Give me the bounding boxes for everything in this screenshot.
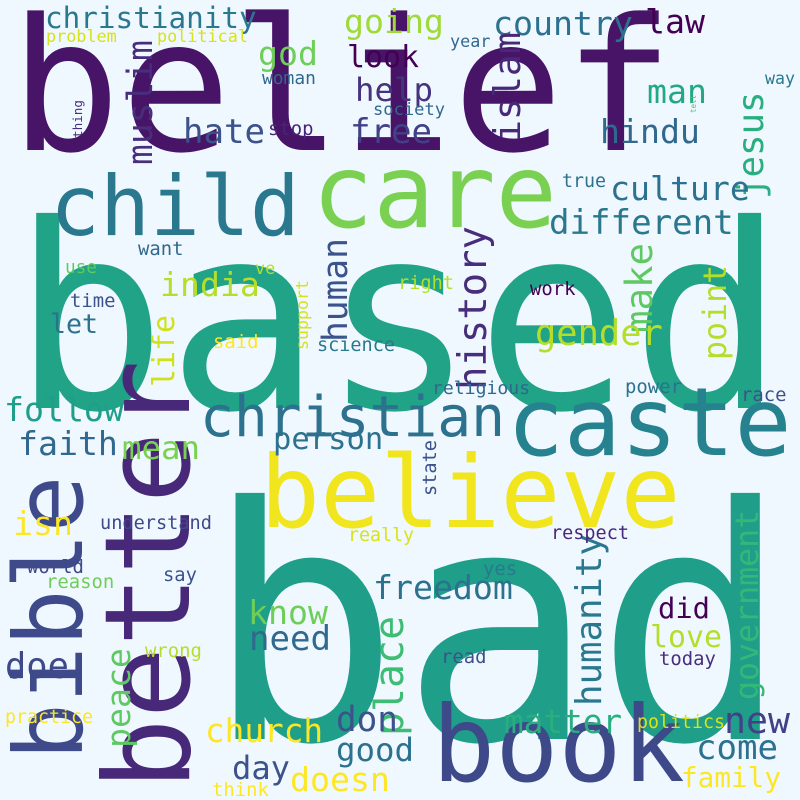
cloud-word-respect: respect xyxy=(551,522,629,544)
cloud-word-humanity: humanity xyxy=(569,534,611,706)
cloud-word-caste: caste xyxy=(507,367,792,478)
cloud-word-know: know xyxy=(248,593,328,633)
cloud-word-way: way xyxy=(765,68,795,88)
cloud-word-political: political xyxy=(157,25,248,46)
cloud-word-faith: faith xyxy=(18,424,118,464)
cloud-word-day: day xyxy=(232,748,290,787)
cloud-word-right: right xyxy=(398,272,454,294)
cloud-word-doe: doe xyxy=(5,646,69,688)
cloud-word-want: want xyxy=(138,237,184,260)
cloud-word-look: look xyxy=(347,40,419,76)
cloud-word-family: family xyxy=(681,761,782,795)
cloud-word-believe: believe xyxy=(260,433,681,551)
cloud-word-history: history xyxy=(450,226,496,390)
cloud-word-muslim: muslim xyxy=(120,40,161,165)
cloud-word-mean: mean xyxy=(122,428,201,467)
cloud-word-true: true xyxy=(562,170,607,192)
cloud-word-come: come xyxy=(696,727,779,768)
cloud-word-gender: gender xyxy=(535,313,663,355)
cloud-word-religious: religious xyxy=(432,377,531,399)
cloud-word-doesn: doesn xyxy=(290,760,390,800)
cloud-word-country: country xyxy=(493,4,633,44)
cloud-word-really: really xyxy=(348,524,415,546)
cloud-word-society: society xyxy=(373,100,446,121)
cloud-word-ve: ve xyxy=(255,257,276,278)
cloud-word-christian: christian xyxy=(200,384,506,450)
cloud-word-read: read xyxy=(441,645,487,668)
cloud-word-time: time xyxy=(70,289,116,312)
cloud-word-woman: woman xyxy=(262,68,316,90)
cloud-word-hindu: hindu xyxy=(600,112,700,152)
cloud-word-care: care xyxy=(312,133,557,252)
cloud-word-government: government xyxy=(730,509,767,700)
cloud-word-hate: hate xyxy=(183,111,266,152)
cloud-word-child: child xyxy=(50,158,300,256)
cloud-word-year: year xyxy=(450,30,491,51)
cloud-word-follow: follow xyxy=(4,390,124,430)
cloud-word-love: love xyxy=(650,620,722,656)
cloud-word-understand: understand xyxy=(100,512,212,534)
cloud-word-book: book xyxy=(432,683,685,800)
cloud-word-india: india xyxy=(160,265,260,305)
cloud-word-god: god xyxy=(258,34,318,74)
cloud-word-politics: politics xyxy=(637,711,726,733)
cloud-word-did: did xyxy=(658,590,711,625)
cloud-word-belief: belief xyxy=(10,0,674,194)
cloud-word-bad: bad xyxy=(205,438,791,800)
cloud-word-freedom: freedom xyxy=(373,568,513,608)
cloud-word-stop: stop xyxy=(268,117,314,140)
cloud-word-person: person xyxy=(273,421,384,457)
cloud-word-christianity: christianity xyxy=(45,1,257,36)
cloud-word-point: point xyxy=(698,264,735,360)
cloud-word-different: different xyxy=(549,202,734,243)
cloud-word-culture: culture xyxy=(610,169,750,209)
cloud-word-peace: peace xyxy=(99,648,139,748)
cloud-word-isn: isn xyxy=(13,504,73,544)
cloud-word-help: help xyxy=(355,70,434,109)
cloud-word-law: law xyxy=(645,2,705,42)
cloud-word-free: free xyxy=(350,111,433,152)
cloud-word-man: man xyxy=(647,72,707,112)
cloud-word-practice: practice xyxy=(5,706,94,728)
cloud-word-wrong: wrong xyxy=(145,639,202,662)
cloud-word-yes: yes xyxy=(483,557,518,580)
cloud-word-islam: islam xyxy=(485,32,529,142)
cloud-word-said: said xyxy=(213,330,259,353)
cloud-word-use: use xyxy=(65,258,97,279)
cloud-word-going: going xyxy=(344,2,444,42)
cloud-word-need: need xyxy=(249,618,332,659)
cloud-word-work: work xyxy=(530,277,576,300)
cloud-word-good: good xyxy=(336,730,415,769)
cloud-word-thing: thing xyxy=(69,100,85,138)
cloud-word-matter: matter xyxy=(504,702,623,741)
cloud-word-think: think xyxy=(212,778,269,800)
cloud-word-reason: reason xyxy=(46,570,115,593)
cloud-word-support: support xyxy=(292,280,312,350)
cloud-word-life: life xyxy=(147,315,183,387)
cloud-word-state: state xyxy=(419,440,441,496)
cloud-word-let: let xyxy=(50,308,99,340)
cloud-word-say: say xyxy=(163,564,197,586)
cloud-word-world: world xyxy=(27,555,84,578)
cloud-word-problem: problem xyxy=(46,25,117,46)
cloud-word-tell: tell xyxy=(689,94,699,113)
cloud-word-power: power xyxy=(625,375,682,398)
cloud-word-race: race xyxy=(741,383,787,406)
cloud-word-don: don xyxy=(336,699,398,740)
cloud-word-church: church xyxy=(205,711,324,750)
cloud-word-science: science xyxy=(317,334,395,356)
cloud-word-based: based xyxy=(12,169,786,469)
cloud-word-human: human xyxy=(315,238,356,342)
cloud-word-today: today xyxy=(659,647,716,670)
cloud-word-new: new xyxy=(724,698,790,742)
